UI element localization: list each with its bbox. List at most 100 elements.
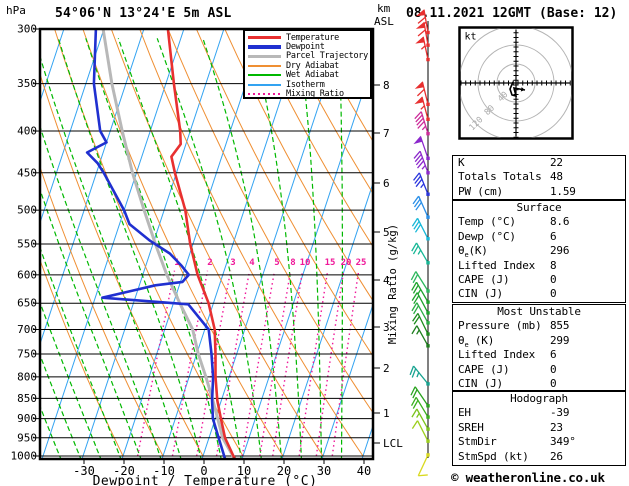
stats-section-title: Surface bbox=[516, 201, 562, 214]
dry-adiabat-line bbox=[224, 29, 373, 302]
barb-station-marker bbox=[426, 102, 430, 107]
legend-item: Wet Adiabat bbox=[245, 70, 370, 80]
wind-barb bbox=[412, 195, 430, 219]
wind-barb bbox=[410, 386, 430, 408]
stat-row-stmspd-kt: StmSpd (kt) 26 bbox=[458, 449, 563, 463]
wind-barb bbox=[415, 21, 430, 47]
pressure-tick-label: 600 bbox=[17, 268, 37, 281]
legend-item: Isotherm bbox=[245, 79, 370, 90]
pressure-tick-label: 400 bbox=[17, 125, 37, 138]
temperature-tick-label: 30 bbox=[317, 464, 331, 478]
barb-half-feather bbox=[420, 45, 426, 50]
legend-item: Temperature bbox=[245, 33, 370, 43]
legend-label: Isotherm bbox=[286, 79, 325, 90]
stat-row-dewp-c: Dewp (°C) 6 bbox=[458, 229, 557, 243]
mixing-ratio-line bbox=[315, 270, 345, 459]
stat-row-totals-totals: Totals Totals 48 bbox=[458, 170, 563, 184]
wet-adiabat-line bbox=[156, 38, 262, 459]
mixing-ratio-line bbox=[258, 270, 292, 459]
barb-feather bbox=[413, 220, 420, 230]
stat-row-cin-j: CIN (J) 0 bbox=[458, 376, 557, 390]
barb-feather bbox=[414, 175, 422, 184]
hodograph-trace bbox=[509, 81, 526, 98]
barb-feather bbox=[412, 245, 419, 255]
hodograph-trace-arrowhead bbox=[520, 87, 525, 92]
pressure-tick-label: 800 bbox=[17, 370, 37, 383]
wind-barb bbox=[411, 325, 430, 348]
km-tick-label: 5 bbox=[383, 226, 390, 239]
barb-feather bbox=[412, 195, 420, 205]
stat-row-cape-j: CAPE (J) 0 bbox=[458, 272, 557, 286]
barb-station-marker bbox=[426, 237, 430, 241]
barb-half-feather bbox=[416, 412, 420, 418]
mixing-ratio-tick-label: 5 bbox=[274, 258, 279, 268]
stat-value: 23 bbox=[550, 420, 563, 434]
stat-value: 349° bbox=[550, 435, 576, 449]
legend-swatch-dewpoint bbox=[248, 45, 281, 49]
stats-box-most-unstable: Most Unstable Pressure (mb) 855 θe (K) 299 Li… bbox=[452, 304, 626, 391]
stat-value: 48 bbox=[550, 170, 563, 184]
barb-feather bbox=[414, 223, 422, 233]
legend-swatch-parcel-trajectory bbox=[248, 54, 281, 59]
stat-value: 8.6 bbox=[550, 215, 570, 229]
barb-station-marker bbox=[426, 321, 430, 325]
pressure-tick-label: 650 bbox=[17, 297, 37, 310]
stat-value: 6 bbox=[550, 229, 557, 243]
stat-value: 299 bbox=[550, 333, 570, 347]
mixing-ratio-tick-label: 1 bbox=[174, 258, 179, 268]
wind-barb bbox=[411, 217, 430, 241]
stat-value: 0 bbox=[550, 362, 557, 376]
wet-adiabat-line bbox=[298, 38, 323, 459]
wind-barb bbox=[411, 420, 430, 443]
barb-feather bbox=[413, 316, 420, 325]
barb-feather bbox=[411, 281, 418, 291]
stat-value: 0 bbox=[550, 287, 557, 301]
barb-flag bbox=[415, 9, 426, 17]
dry-adiabat-line bbox=[281, 29, 373, 195]
mixing-ratio-tick-label: 10 bbox=[300, 258, 311, 268]
barb-feather bbox=[414, 111, 422, 120]
barb-feather bbox=[411, 217, 419, 227]
barb-feather bbox=[412, 312, 419, 322]
barb-flag bbox=[414, 96, 424, 105]
mixing-ratio-tick-label: 20 bbox=[341, 258, 352, 268]
barb-station-marker bbox=[426, 117, 430, 122]
barb-feather bbox=[415, 157, 423, 166]
barb-feather bbox=[410, 386, 416, 396]
temperature-curve bbox=[166, 29, 237, 459]
mixing-ratio-tick-label: 2 bbox=[207, 258, 212, 268]
stat-row-temp-c: Temp (°C) 8.6 bbox=[458, 215, 570, 229]
barb-station-marker bbox=[426, 171, 430, 175]
stat-row-eh: EH -39 bbox=[458, 406, 570, 420]
barb-feather bbox=[411, 292, 418, 301]
barb-feather bbox=[412, 274, 419, 284]
barb-half-feather bbox=[420, 183, 425, 189]
mixing-ratio-tick-labels: 1 2 3 4 5 8 10 15 20 25 bbox=[174, 258, 366, 268]
temperature-tick-label: 20 bbox=[277, 464, 291, 478]
km-tick-label: 6 bbox=[383, 177, 390, 190]
mixing-ratio-lines bbox=[136, 270, 360, 459]
wind-barb bbox=[413, 150, 430, 175]
wet-adiabat-line bbox=[40, 187, 142, 459]
mixing-ratio-tick-label: 15 bbox=[325, 258, 336, 268]
barb-feather bbox=[416, 88, 425, 97]
dry-adiabat-line bbox=[252, 29, 373, 248]
barb-feather bbox=[412, 389, 418, 399]
copyright-credit: © weatheronline.co.uk bbox=[451, 470, 605, 485]
barb-station-marker bbox=[426, 404, 430, 408]
temperature-axis: -30 -20 -10 0 10 20 30 40 bbox=[73, 459, 371, 478]
barb-station-marker bbox=[426, 382, 430, 386]
wind-barb bbox=[412, 312, 430, 336]
barb-station-marker bbox=[426, 311, 430, 315]
pressure-axis-unit: hPa bbox=[6, 4, 26, 17]
stats-box: K 22 Totals Totals 48 PW (cm) 1.59 bbox=[452, 155, 626, 200]
valid-datetime: 08.11.2021 12GMT (Base: 12) bbox=[406, 6, 618, 21]
barb-feather bbox=[417, 29, 426, 37]
stat-row-cape-j: CAPE (J) 0 bbox=[458, 362, 557, 376]
barb-half-feather bbox=[417, 249, 422, 255]
barb-half-feather bbox=[421, 164, 426, 170]
wind-barb bbox=[409, 365, 430, 386]
mixing-ratio-tick-label: 8 bbox=[290, 258, 295, 268]
